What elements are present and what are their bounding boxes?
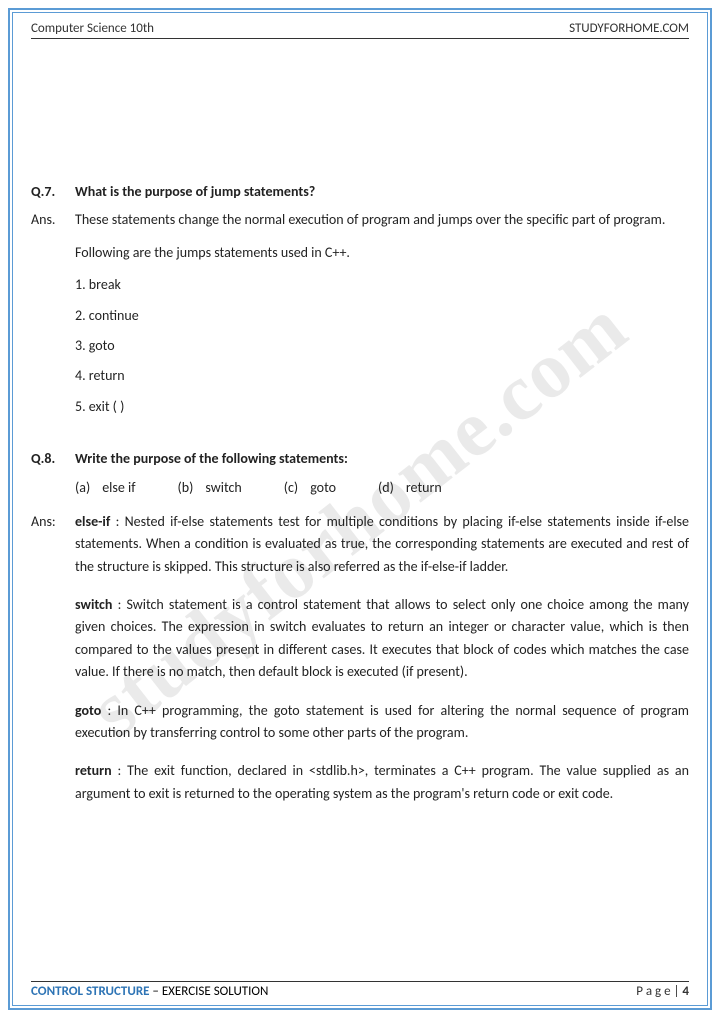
term-elseif: else-if	[75, 513, 110, 530]
q7-question: What is the purpose of jump statements?	[75, 181, 689, 203]
text-goto: : In C++ programming, the goto statement…	[75, 702, 689, 741]
opt-c: goto	[310, 477, 336, 499]
term-goto: goto	[75, 702, 101, 719]
q7-item-2: 2. continue	[75, 305, 689, 327]
question-8: Q.8. Write the purpose of the following …	[31, 448, 689, 815]
opt-b: switch	[205, 477, 241, 499]
q7-item-1: 1. break	[75, 274, 689, 296]
header-right: STUDYFORHOME.COM	[569, 21, 689, 36]
footer-right: P a g e | 4	[636, 984, 689, 999]
q7-item-5: 5. exit ( )	[75, 396, 689, 418]
q8-ans-label: Ans:	[31, 511, 75, 533]
footer-left: CONTROL STRUCTURE – EXERCISE SOLUTION	[31, 984, 268, 999]
q7-ans-label: Ans.	[31, 209, 75, 231]
text-return: : The exit function, declared in <stdlib…	[75, 762, 689, 801]
q8-question: Write the purpose of the following state…	[75, 448, 689, 470]
footer-title: CONTROL STRUCTURE	[31, 984, 149, 999]
text-elseif: : Nested if-else statements test for mul…	[75, 513, 689, 575]
page-footer: CONTROL STRUCTURE – EXERCISE SOLUTION P …	[31, 981, 689, 999]
page-header: Computer Science 10th STUDYFORHOME.COM	[31, 21, 689, 39]
q7-label: Q.7.	[31, 181, 75, 203]
page-content: studyforhome.com Q.7. What is the purpos…	[31, 53, 689, 981]
footer-subtitle: – EXERCISE SOLUTION	[149, 984, 268, 999]
q8-label: Q.8.	[31, 448, 75, 470]
q7-item-4: 4. return	[75, 365, 689, 387]
question-7: Q.7. What is the purpose of jump stateme…	[31, 181, 689, 426]
page-number: 4	[682, 984, 689, 999]
opt-d-lbl: (d)	[378, 477, 394, 499]
page-container: Computer Science 10th STUDYFORHOME.COM s…	[12, 12, 708, 1006]
q7-intro: These statements change the normal execu…	[75, 209, 689, 231]
term-return: return	[75, 762, 112, 779]
header-left: Computer Science 10th	[31, 21, 154, 36]
opt-d: return	[406, 477, 442, 499]
q8-elseif: else-if : Nested if-else statements test…	[75, 511, 689, 578]
q8-return: return : The exit function, declared in …	[75, 760, 689, 805]
text-switch: : Switch statement is a control statemen…	[75, 596, 689, 680]
term-switch: switch	[75, 596, 112, 613]
opt-c-lbl: (c)	[284, 477, 298, 499]
opt-a-lbl: (a)	[75, 477, 90, 499]
q8-switch: switch : Switch statement is a control s…	[75, 594, 689, 684]
q7-item-3: 3. goto	[75, 335, 689, 357]
q8-goto: goto : In C++ programming, the goto stat…	[75, 700, 689, 745]
q8-answer: else-if : Nested if-else statements test…	[75, 511, 689, 815]
opt-a: else if	[102, 477, 135, 499]
q7-answer: These statements change the normal execu…	[75, 209, 689, 426]
opt-b-lbl: (b)	[177, 477, 193, 499]
page-label: P a g e |	[636, 984, 682, 999]
q8-options: (a) else if (b) switch (c) goto (d) retu…	[75, 477, 689, 499]
q7-lead: Following are the jumps statements used …	[75, 242, 689, 264]
